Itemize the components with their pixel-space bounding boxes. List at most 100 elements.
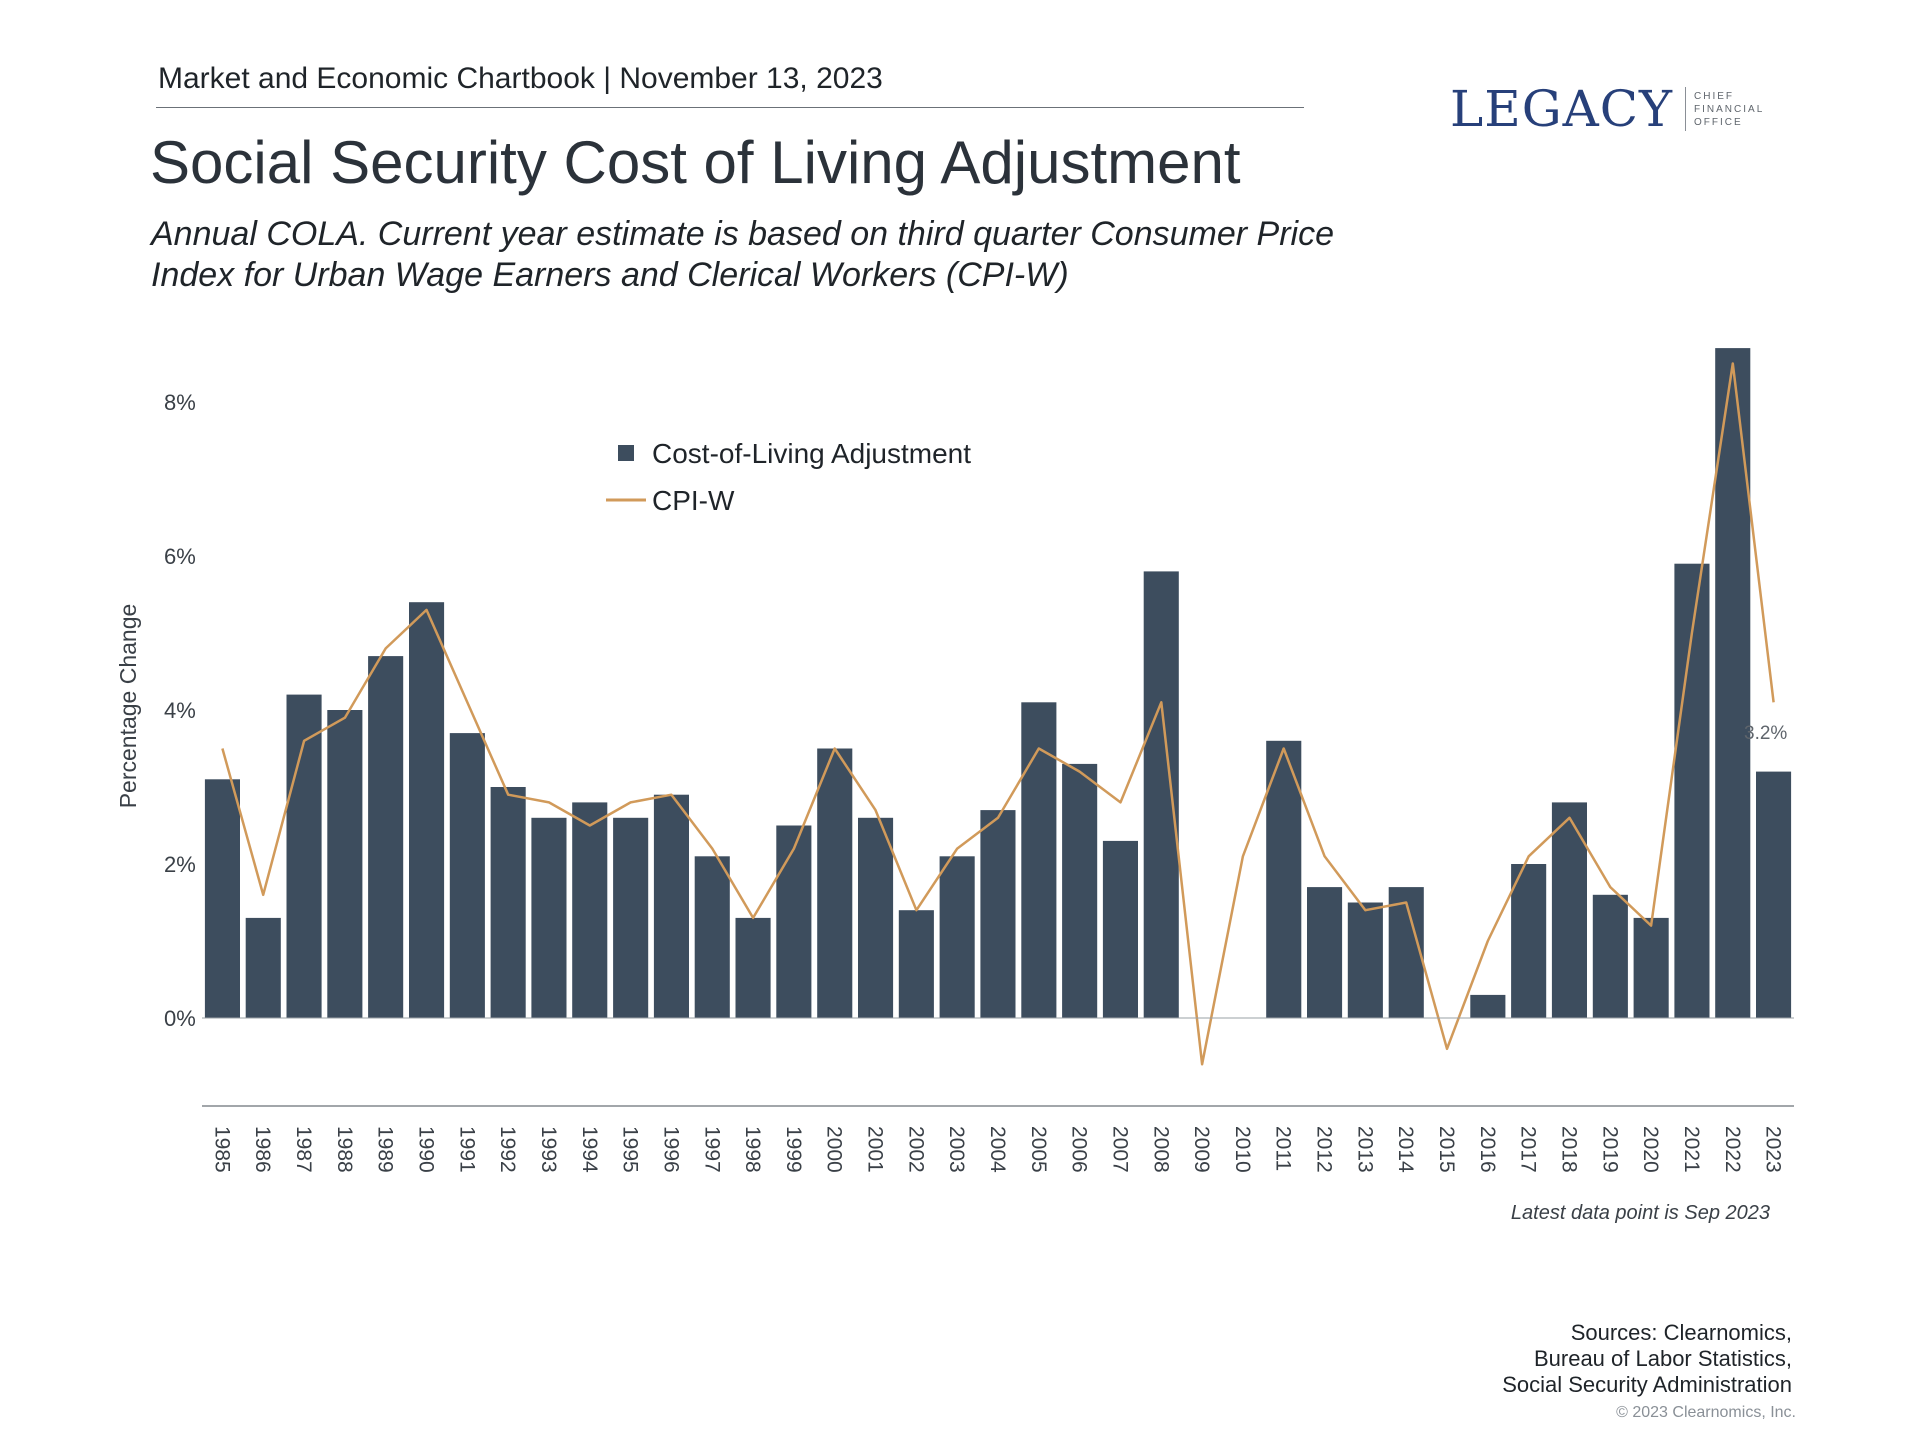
logo-divider (1685, 87, 1687, 131)
copyright: © 2023 Clearnomics, Inc. (1616, 1404, 1796, 1421)
cola-bar (1266, 740, 1302, 1018)
cola-bar (1347, 902, 1383, 1018)
cola-bar (1143, 571, 1179, 1018)
axis-layer: 0% 2% 4% 6% 8% 1985 1986 1987 1988 1989 1990 1991 19… (164, 390, 1794, 1173)
header-divider (156, 107, 1304, 108)
cola-bar (286, 694, 322, 1018)
x-tick-label: 1988 (333, 1126, 356, 1173)
x-tick-label: 1993 (537, 1126, 560, 1173)
x-tick-label: 2018 (1558, 1126, 1581, 1173)
logo-sub-line: OFFICE (1694, 116, 1743, 128)
cola-bar (735, 917, 771, 1018)
cola-bar (1551, 802, 1587, 1018)
y-tick-label: 2% (164, 852, 196, 877)
cola-bar (368, 656, 404, 1018)
cola-bar (490, 787, 526, 1018)
y-tick-label: 0% (164, 1006, 196, 1031)
x-tick-label: 1987 (292, 1126, 315, 1173)
x-tick-label: 2005 (1027, 1126, 1050, 1173)
x-tick-label: 2023 (1762, 1126, 1785, 1173)
x-tick-label: 1997 (700, 1126, 723, 1173)
chart-footnote: Latest data point is Sep 2023 (1511, 1202, 1770, 1224)
x-tick-label: 2003 (945, 1126, 968, 1173)
x-tick-label: 2006 (1068, 1126, 1091, 1173)
x-tick-label: 2019 (1598, 1126, 1621, 1173)
cola-bar (694, 856, 730, 1018)
cpi-w-line (221, 362, 1775, 1066)
x-tick-label: 2014 (1394, 1126, 1417, 1173)
x-tick-label: 2022 (1721, 1126, 1744, 1173)
x-tick-label: 2009 (1190, 1126, 1213, 1173)
x-tick-label: 2002 (904, 1126, 927, 1173)
cola-bar (1592, 894, 1628, 1018)
x-tick-label: 2015 (1435, 1126, 1458, 1173)
cola-bar (1756, 771, 1792, 1018)
x-tick-label: 1990 (415, 1126, 438, 1173)
y-tick-label: 8% (164, 390, 196, 415)
x-tick-label: 1998 (741, 1126, 764, 1173)
x-tick-label: 2008 (1149, 1126, 1172, 1173)
report-header: Market and Economic Chartbook | November… (158, 62, 883, 95)
cola-bar (776, 825, 812, 1018)
x-tick-label: 2013 (1353, 1126, 1376, 1173)
x-tick-label: 2001 (864, 1126, 887, 1173)
line-layer (221, 362, 1775, 1066)
cola-bar (858, 817, 894, 1018)
x-tick-label: 1985 (210, 1126, 233, 1173)
x-tick-label: 2007 (1109, 1126, 1132, 1173)
cola-bar (1307, 887, 1343, 1018)
logo-subtitle: CHIEF FINANCIAL OFFICE (1694, 90, 1764, 129)
cola-bar (1388, 887, 1424, 1018)
x-tick-label: 2010 (1231, 1126, 1254, 1173)
bars-layer (204, 348, 1792, 1019)
x-tick-label: 2017 (1517, 1126, 1540, 1173)
cola-bar (327, 710, 363, 1018)
logo-wordmark: LEGACY (1450, 80, 1674, 138)
x-tick-label: 2016 (1476, 1126, 1499, 1173)
x-tick-label: 1994 (578, 1126, 601, 1173)
page-title: Social Security Cost of Living Adjustmen… (150, 129, 1241, 196)
x-tick-label: 2011 (1272, 1126, 1295, 1171)
logo-sub-line: FINANCIAL (1694, 103, 1765, 115)
cola-bar (1470, 994, 1506, 1018)
cola-bar (653, 794, 689, 1018)
x-tick-label: 1999 (782, 1126, 805, 1173)
cola-bar (980, 810, 1016, 1018)
x-tick-label: 1991 (455, 1126, 478, 1173)
x-tick-label: 1995 (619, 1126, 642, 1173)
x-tick-label: 1992 (496, 1126, 519, 1173)
cola-bar (939, 856, 975, 1018)
x-tick-label: 2021 (1680, 1126, 1703, 1173)
legend: Cost-of-Living Adjustment CPI-W (606, 438, 971, 516)
cola-bar (817, 748, 853, 1018)
x-tick-label: 1989 (374, 1126, 397, 1173)
page-subtitle: Annual COLA. Current year estimate is ba… (151, 215, 1334, 294)
cola-bar (409, 602, 445, 1018)
cola-bar (245, 917, 281, 1018)
legend-bar-label: Cost-of-Living Adjustment (652, 438, 971, 469)
cola-bar (898, 910, 934, 1018)
x-tick-label: 1986 (251, 1126, 274, 1173)
last-value-annotation: 3.2% (1744, 723, 1787, 744)
sources-note: Sources: Clearnomics, Bureau of Labor St… (1502, 1320, 1792, 1398)
cola-bar (1511, 864, 1547, 1018)
cola-bar (572, 802, 608, 1018)
cola-bar (531, 817, 567, 1018)
source-line: Sources: Clearnomics, (1570, 1320, 1792, 1345)
x-tick-label: 2000 (823, 1126, 846, 1173)
source-line: Social Security Administration (1502, 1372, 1792, 1397)
cola-bar (204, 779, 240, 1018)
legacy-logo: LEGACY CHIEF FINANCIAL OFFICE (1450, 80, 1764, 138)
cola-bar (1062, 763, 1098, 1018)
x-tick-label: 2004 (986, 1126, 1009, 1173)
y-axis-label: Percentage Change (115, 604, 141, 809)
source-line: Bureau of Labor Statistics, (1533, 1346, 1792, 1371)
cola-bar (1102, 840, 1138, 1018)
y-tick-label: 6% (164, 544, 196, 569)
y-tick-label: 4% (164, 698, 196, 723)
cola-bar (1633, 917, 1669, 1018)
logo-sub-line: CHIEF (1694, 90, 1735, 102)
cola-bar (613, 817, 649, 1018)
x-tick-label: 2020 (1639, 1126, 1662, 1173)
